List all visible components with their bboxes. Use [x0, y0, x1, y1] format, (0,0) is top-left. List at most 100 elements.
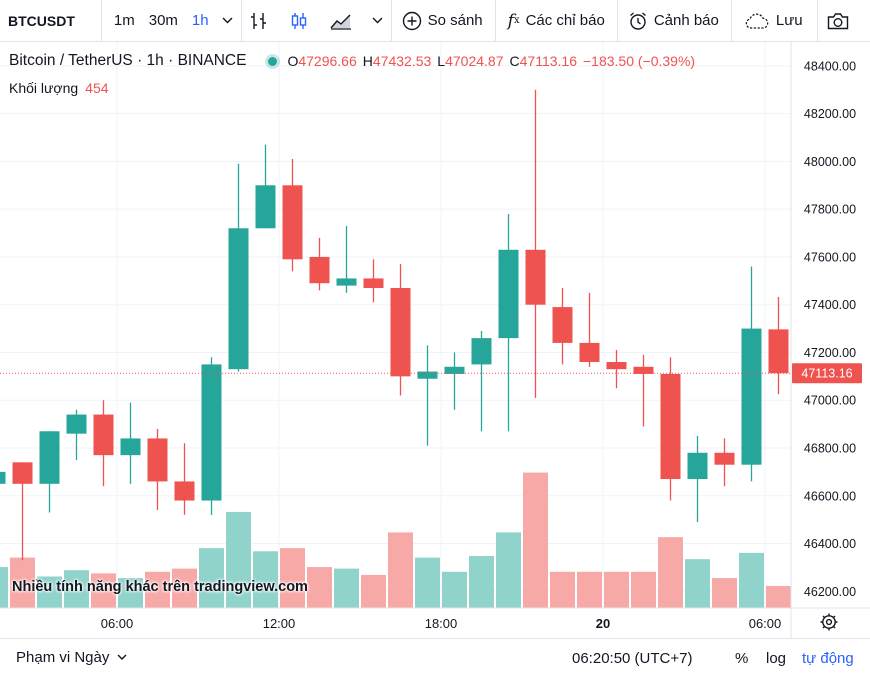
volume-bar — [172, 568, 197, 608]
candle-body — [174, 481, 195, 501]
candle-body — [147, 438, 168, 482]
low-value: 47024.87 — [445, 53, 504, 69]
candle-body — [741, 328, 762, 465]
volume-bars — [0, 472, 791, 608]
candlesticks — [0, 89, 789, 561]
chevron-down-icon — [117, 654, 127, 660]
candle-body — [687, 452, 708, 480]
chart-style-dropdown-chevron-icon[interactable] — [366, 0, 391, 42]
volume-value: 454 — [85, 80, 109, 96]
current-price-label: 47113.16 — [792, 363, 862, 384]
volume-bar — [307, 567, 332, 608]
candle-body — [282, 185, 303, 260]
chart-settings-button[interactable] — [820, 613, 838, 631]
low-key: L — [437, 53, 446, 69]
date-range-label: Phạm vi Ngày — [16, 648, 110, 666]
volume-bar — [118, 578, 143, 608]
toolbar-divider — [816, 0, 818, 42]
volume-bar — [64, 570, 89, 608]
volume-bar — [145, 571, 170, 608]
high-key: H — [362, 53, 373, 69]
open-value: 47296.66 — [298, 53, 357, 69]
price-tick-label: 48000.00 — [804, 155, 856, 169]
candle-body — [93, 414, 114, 456]
volume-bar — [604, 571, 629, 608]
candle-body — [363, 278, 384, 288]
alarm-clock-icon — [628, 11, 648, 31]
price-tick-label: 46400.00 — [804, 537, 856, 551]
candle-body — [606, 362, 627, 370]
volume-bar — [469, 556, 494, 608]
price-axis[interactable]: 48400.00 48200.00 48000.00 47800.00 47600.00… — [804, 59, 856, 598]
volume-bar — [496, 532, 521, 608]
area-style-button[interactable] — [322, 0, 366, 42]
volume-bar — [415, 557, 440, 608]
tradingview-promo-link[interactable]: Nhiều tính năng khác trên tradingview.co… — [12, 579, 308, 595]
symbol-description: Bitcoin / TetherUS · 1h · BINANCE — [9, 52, 247, 69]
high-value: 47432.53 — [372, 53, 432, 69]
candle-body — [228, 228, 249, 370]
interval-1h-button[interactable]: 1h — [191, 12, 209, 29]
volume-bar — [0, 567, 8, 608]
log-scale-toggle[interactable]: log — [766, 650, 787, 667]
price-axis-background — [791, 42, 870, 638]
volume-bar — [442, 571, 467, 608]
time-tick-label: 20 — [596, 616, 610, 631]
volume-bar — [253, 551, 278, 608]
volume-bar — [37, 576, 62, 608]
volume-bar — [280, 548, 305, 608]
candle-body — [120, 438, 141, 456]
candle-body — [336, 278, 357, 286]
open-key: O — [287, 53, 299, 69]
volume-bar — [388, 532, 413, 608]
percent-scale-toggle[interactable]: % — [735, 650, 749, 667]
price-tick-label: 46200.00 — [804, 585, 856, 599]
plus-circle-icon — [402, 11, 422, 31]
volume-bar — [10, 557, 35, 608]
auto-scale-toggle[interactable]: tự động — [802, 650, 854, 667]
indicators-label: Các chỉ báo — [525, 12, 605, 29]
compare-label: So sánh — [427, 12, 483, 29]
clock-timezone[interactable]: 06:20:50 (UTC+7) — [572, 650, 693, 667]
bar-style-button[interactable] — [242, 0, 282, 42]
candle-body — [255, 185, 276, 229]
toolbar-divider — [240, 0, 242, 42]
volume-bar — [334, 568, 359, 608]
interval-dropdown-chevron-icon[interactable] — [216, 0, 241, 42]
time-axis[interactable]: 06:00 12:00 18:00 20 06:00 — [101, 616, 782, 631]
symbol-search-button[interactable]: BTCUSDT — [0, 0, 102, 42]
date-range-button[interactable]: Phạm vi Ngày — [16, 649, 127, 666]
candle-body — [768, 329, 789, 374]
price-tick-label: 47800.00 — [804, 203, 856, 217]
candle-style-button[interactable] — [282, 0, 322, 42]
bars-icon — [249, 11, 269, 31]
volume-bar — [226, 511, 251, 608]
price-tick-label: 47600.00 — [804, 250, 856, 264]
candle-body — [471, 338, 492, 365]
candle-body — [525, 249, 546, 305]
compare-button[interactable]: So sánh — [392, 0, 495, 42]
price-tick-label: 48200.00 — [804, 107, 856, 121]
volume-label: Khối lượng — [9, 80, 79, 96]
candles-icon — [289, 11, 309, 31]
volume-bar — [523, 472, 548, 608]
volume-bar — [361, 574, 386, 608]
market-status-icon — [268, 56, 278, 66]
volume-bar — [712, 578, 737, 608]
candle-body — [39, 431, 60, 484]
screenshot-button[interactable] — [818, 0, 860, 42]
toolbar-divider — [730, 0, 732, 42]
interval-1m-button[interactable]: 1m — [113, 12, 135, 29]
price-chart[interactable]: 48400.00 48200.00 48000.00 47800.00 47600.00… — [0, 42, 870, 638]
camera-icon — [826, 11, 850, 31]
alert-button[interactable]: Cảnh báo — [618, 0, 731, 42]
interval-30m-button[interactable]: 30m — [148, 12, 178, 29]
candle-body — [498, 249, 519, 339]
volume-bar — [766, 585, 791, 608]
candle-body — [309, 256, 330, 284]
volume-bar — [91, 573, 116, 608]
save-button[interactable]: Lưu — [732, 0, 817, 42]
volume-bar — [199, 548, 224, 608]
